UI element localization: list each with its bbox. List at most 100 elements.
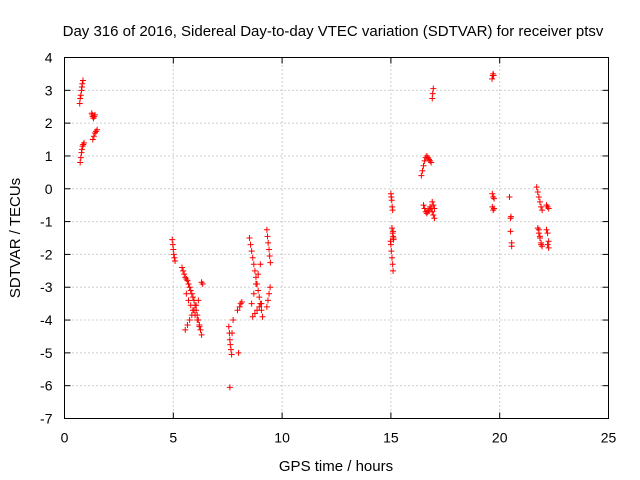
data-point <box>252 274 259 281</box>
x-tick-label: 25 <box>601 430 617 446</box>
axis-ticks <box>64 57 609 419</box>
data-point <box>489 75 496 82</box>
data-point <box>179 264 186 271</box>
y-tick-label: 1 <box>45 148 53 164</box>
data-point <box>506 193 513 200</box>
data-point <box>421 205 428 212</box>
y-tick-label: -4 <box>40 312 53 328</box>
data-point <box>258 300 265 307</box>
data-point <box>171 254 178 261</box>
data-point <box>184 277 191 284</box>
data-point <box>230 317 237 324</box>
data-point <box>507 228 514 235</box>
data-point <box>389 207 396 214</box>
data-point <box>248 300 255 307</box>
data-point <box>418 172 425 179</box>
data-point <box>429 208 436 215</box>
tick-labels: 0 5 10 15 20 25 -7 -6 -5 -4 -3 -2 -1 0 1 2 3 4 <box>40 50 616 446</box>
data-point <box>491 195 498 202</box>
data-point <box>429 90 436 97</box>
data-point <box>77 154 84 161</box>
data-point <box>188 290 195 297</box>
data-point <box>420 202 427 209</box>
data-point <box>266 290 273 297</box>
data-point <box>252 280 259 287</box>
data-point <box>259 313 266 320</box>
data-point <box>388 254 395 261</box>
data-point <box>255 287 262 294</box>
data-point <box>545 238 552 245</box>
data-point <box>536 198 543 205</box>
data-point <box>169 236 176 243</box>
data-point <box>180 267 187 274</box>
y-axis-label: SDTVAR / TECUs <box>7 178 24 298</box>
data-point <box>420 162 427 169</box>
data-point <box>266 253 273 260</box>
y-tick-label: 2 <box>45 115 53 131</box>
data-point <box>264 233 271 240</box>
y-tick-label: -3 <box>40 279 53 295</box>
data-point <box>388 197 395 204</box>
data-point <box>79 80 86 87</box>
data-point <box>248 248 255 255</box>
data-point <box>538 241 545 248</box>
data-point <box>90 133 97 140</box>
plot-frame <box>64 57 609 419</box>
x-tick-label: 5 <box>169 430 177 446</box>
data-point <box>227 341 234 348</box>
data-point <box>390 267 397 274</box>
data-point <box>421 157 428 164</box>
data-point <box>184 321 191 328</box>
y-tick-label: -1 <box>40 214 53 230</box>
data-point <box>183 290 190 297</box>
data-point <box>187 287 194 294</box>
grid-lines <box>64 57 609 419</box>
x-tick-label: 15 <box>383 430 399 446</box>
data-point <box>256 294 263 301</box>
data-point <box>194 317 201 324</box>
data-point <box>250 290 257 297</box>
data-point <box>538 203 545 210</box>
data-point <box>544 230 551 237</box>
data-point <box>544 241 551 248</box>
data-point <box>266 246 273 253</box>
data-point <box>225 323 232 330</box>
data-point <box>188 312 195 319</box>
data-point <box>229 330 236 337</box>
data-point <box>388 225 395 232</box>
data-point <box>428 205 435 212</box>
y-tick-label: -6 <box>40 378 53 394</box>
data-point <box>91 111 98 118</box>
data-point <box>256 303 263 310</box>
data-point <box>186 284 193 291</box>
data-point <box>257 261 264 268</box>
data-point <box>508 243 515 250</box>
data-point <box>246 235 253 241</box>
data-point <box>236 303 243 310</box>
y-tick-label: 0 <box>45 181 53 197</box>
data-point <box>172 257 179 264</box>
data-point <box>182 326 189 333</box>
y-tick-label: -2 <box>40 246 53 262</box>
data-point <box>267 284 274 291</box>
data-point <box>539 207 546 214</box>
data-point <box>390 236 397 243</box>
data-point <box>251 310 258 317</box>
data-point <box>430 212 437 219</box>
data-point <box>198 331 205 338</box>
data-point <box>238 298 245 305</box>
data-point <box>419 167 426 174</box>
data-point <box>247 241 254 248</box>
data-point <box>263 226 270 233</box>
data-point <box>389 261 396 268</box>
data-point <box>508 213 515 220</box>
data-point <box>250 261 257 268</box>
data-point <box>255 271 262 278</box>
data-point <box>545 205 552 212</box>
data-point <box>534 189 541 196</box>
data-point <box>388 248 395 255</box>
data-point <box>265 239 272 246</box>
data-point <box>430 202 437 209</box>
data-point <box>227 346 234 353</box>
